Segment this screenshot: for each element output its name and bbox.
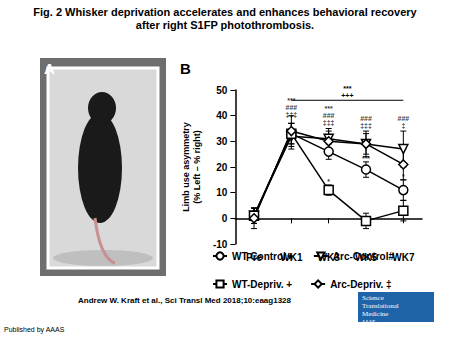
svg-text:‡: ‡ bbox=[401, 122, 405, 129]
svg-text:+++: +++ bbox=[341, 92, 353, 99]
svg-text:Arc-Control#: Arc-Control# bbox=[333, 251, 395, 262]
svg-text:###: ### bbox=[360, 115, 372, 122]
svg-text:***: *** bbox=[362, 155, 370, 162]
html-text:Published by AAAS: Published by AAAS bbox=[4, 326, 65, 333]
svg-text:WK3: WK3 bbox=[317, 251, 340, 263]
html-text:B: B bbox=[180, 60, 191, 77]
svg-text:*: * bbox=[402, 173, 405, 180]
svg-text:***: *** bbox=[325, 105, 333, 112]
svg-text:###: ### bbox=[323, 112, 335, 119]
svg-text:30: 30 bbox=[216, 136, 228, 147]
svg-text:10: 10 bbox=[216, 187, 228, 198]
svg-text:*: * bbox=[327, 178, 330, 185]
svg-text:‡‡‡: ‡‡‡ bbox=[286, 111, 298, 118]
svg-text:Arc-Depriv. ‡: Arc-Depriv. ‡ bbox=[330, 279, 392, 290]
html-text:Fig. 2 Whisker deprivation acc: Fig. 2 Whisker deprivation accelerates a… bbox=[33, 6, 417, 31]
svg-text:###: ### bbox=[286, 104, 298, 111]
svg-text:‡‡‡: ‡‡‡ bbox=[360, 122, 372, 129]
svg-text:***: *** bbox=[343, 85, 351, 92]
svg-text:(% Left – % right): (% Left – % right) bbox=[192, 130, 202, 204]
svg-text:###: ### bbox=[397, 115, 409, 122]
html-text:AAAS: AAAS bbox=[362, 319, 376, 325]
svg-text:***: *** bbox=[287, 97, 295, 104]
svg-text:WT-Control★: WT-Control★ bbox=[232, 251, 295, 262]
svg-text:50: 50 bbox=[216, 85, 228, 96]
svg-text:40: 40 bbox=[216, 110, 228, 121]
svg-text:0: 0 bbox=[222, 213, 228, 224]
html-text:Andrew W. Kraft et al., Sci Tr: Andrew W. Kraft et al., Sci Transl Med 2… bbox=[78, 296, 291, 305]
html-text:Science: Science bbox=[362, 294, 384, 302]
svg-text:WT-Depriv. +: WT-Depriv. + bbox=[232, 279, 292, 290]
html-text:Translational: Translational bbox=[362, 302, 399, 310]
html-text:A: A bbox=[44, 60, 55, 77]
svg-text:20: 20 bbox=[216, 162, 228, 173]
html-text:Medicine: Medicine bbox=[362, 310, 389, 318]
svg-text:WK7: WK7 bbox=[392, 252, 415, 263]
svg-text:Limb use asymmetry: Limb use asymmetry bbox=[181, 122, 191, 212]
svg-text:-10: -10 bbox=[213, 239, 228, 250]
svg-text:‡‡‡: ‡‡‡ bbox=[323, 119, 335, 126]
